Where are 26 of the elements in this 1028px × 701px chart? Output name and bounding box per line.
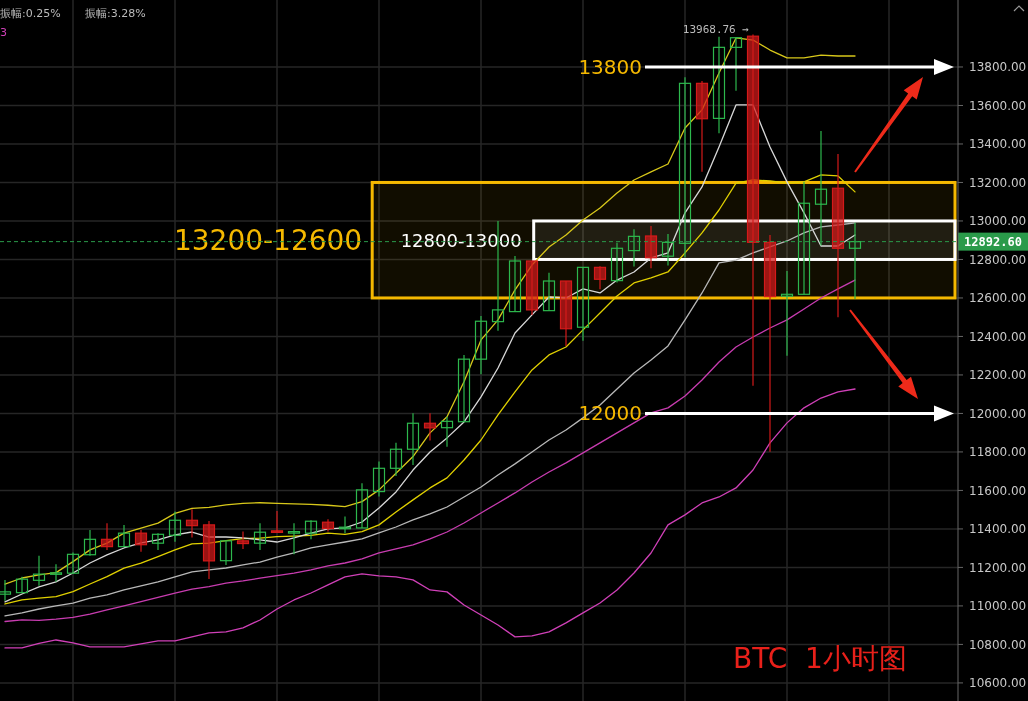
- y-tick-label: 13400.00: [969, 137, 1027, 152]
- text: BTC 1小时图: [733, 642, 907, 675]
- y-tick-label: 11000.00: [969, 599, 1027, 614]
- y-tick-label: 12600.00: [969, 291, 1027, 306]
- annotation: 振幅:3.28%: [85, 7, 146, 20]
- band-label: 12800-13000: [400, 229, 522, 251]
- y-tick-label: 13200.00: [969, 175, 1027, 190]
- y-tick-label: 10600.00: [969, 676, 1027, 691]
- y-tick-label: 13600.00: [969, 98, 1027, 113]
- y-tick-label: 12000.00: [969, 406, 1027, 421]
- annotation: 3: [0, 26, 7, 39]
- y-tick-label: 11800.00: [969, 445, 1027, 460]
- y-tick-label: 13000.00: [969, 214, 1027, 229]
- ref-line-label: 12892.60: [964, 234, 1022, 249]
- y-tick-label: 12200.00: [969, 368, 1027, 383]
- ref-line-label: 13800: [578, 54, 642, 79]
- band-label: 13200-12600: [173, 224, 363, 258]
- y-tick-label: 11400.00: [969, 522, 1027, 537]
- y-tick-label: 11200.00: [969, 560, 1027, 575]
- y-tick-label: 10800.00: [969, 637, 1027, 652]
- y-tick-label: 11600.00: [969, 483, 1027, 498]
- annotation: 13968.76 →: [682, 23, 750, 37]
- annotation: 振幅:0.25%: [0, 7, 61, 20]
- y-tick-label: 13800.00: [969, 60, 1027, 75]
- y-tick-label: 12800.00: [969, 252, 1027, 267]
- y-tick-label: 12400.00: [969, 329, 1027, 344]
